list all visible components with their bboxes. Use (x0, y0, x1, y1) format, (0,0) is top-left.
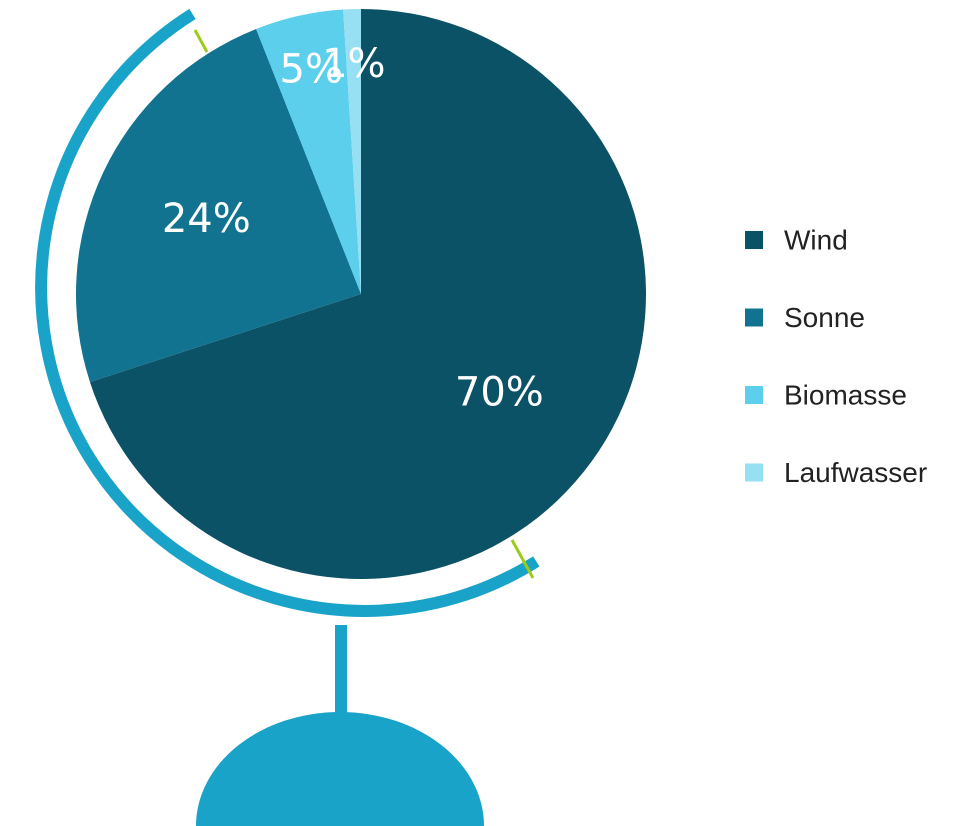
legend-swatch (745, 386, 763, 404)
value-label: 70% (455, 370, 544, 416)
globe-stem (335, 625, 347, 720)
legend-swatch (745, 309, 763, 327)
legend-swatch (745, 231, 763, 249)
value-label: 1% (322, 41, 385, 87)
legend-label: Sonne (784, 302, 865, 333)
pie: 70%24%5%1% (76, 9, 646, 579)
globe-base (196, 712, 484, 826)
legend-label: Laufwasser (784, 457, 927, 488)
legend-label: Biomasse (784, 379, 907, 410)
legend-swatch (745, 464, 763, 482)
legend: Wind Sonne Biomasse Laufwasser (745, 224, 927, 488)
legend-label: Wind (784, 224, 848, 255)
value-label: 24% (162, 196, 251, 242)
arc-tick (195, 30, 207, 52)
chart: 70%24%5%1% WindSonneBiomasseLaufwasser (0, 0, 980, 826)
